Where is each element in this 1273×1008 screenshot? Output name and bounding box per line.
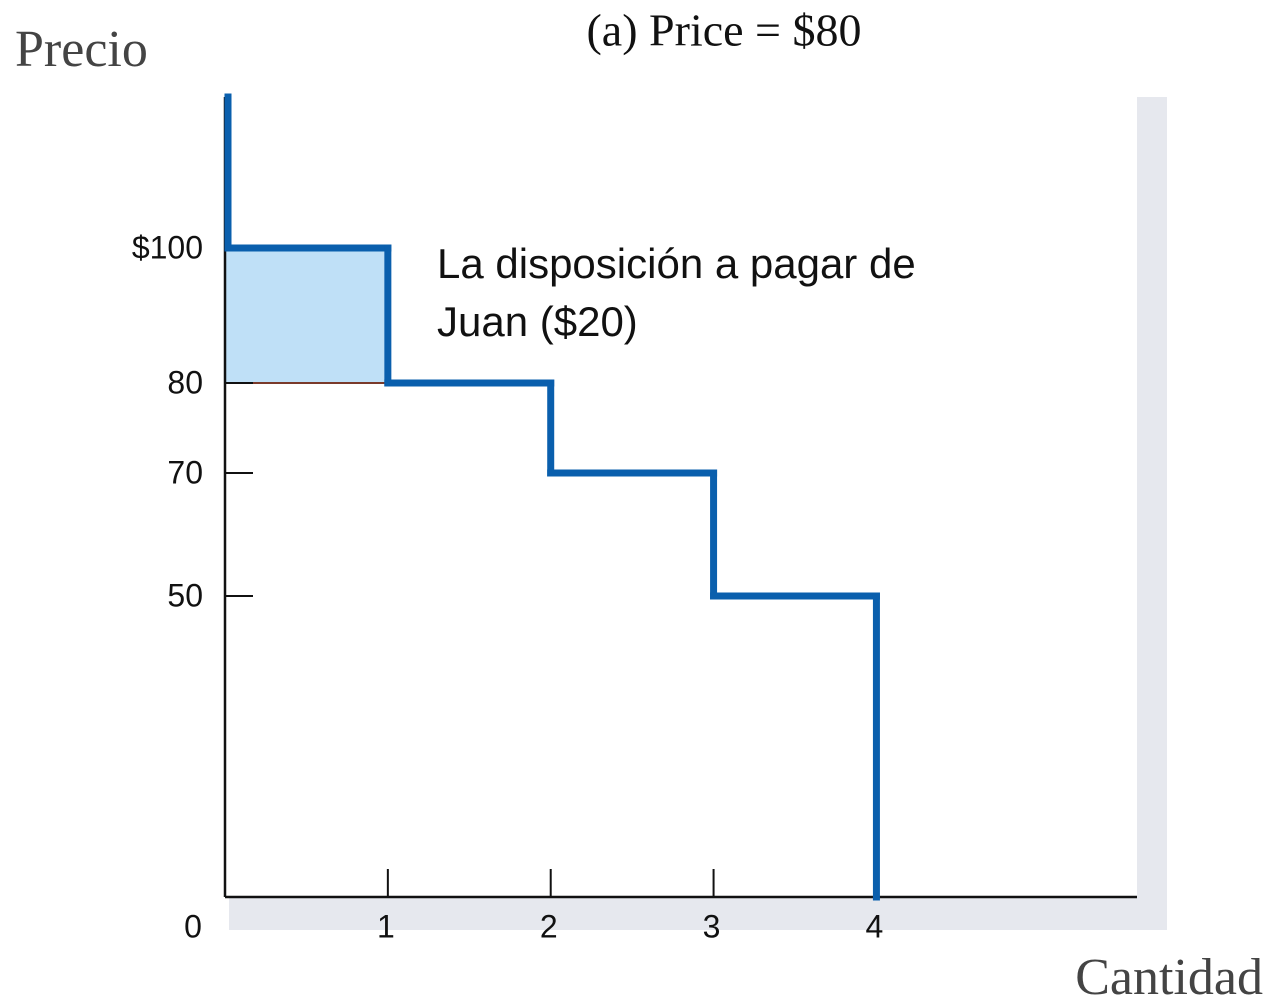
plot-shadow — [1137, 97, 1167, 930]
y-tick-label: 80 — [167, 364, 203, 400]
plot-area — [225, 97, 1137, 897]
y-tick-label: 70 — [167, 454, 203, 490]
chart-title: (a) Price = $80 — [586, 5, 861, 56]
x-tick-label: 3 — [703, 908, 721, 944]
x-axis-label: Cantidad — [1075, 949, 1263, 1006]
y-tick-label: $100 — [132, 229, 203, 265]
y-axis-label: Precio — [15, 21, 148, 78]
x-tick-label: 4 — [866, 908, 884, 944]
y-tick-label: 50 — [167, 577, 203, 613]
surplus-area — [225, 248, 388, 383]
x-tick-label: 2 — [540, 908, 558, 944]
x-tick-label: 0 — [184, 908, 202, 944]
x-tick-label: 1 — [377, 908, 395, 944]
annotation: Juan ($20) — [437, 298, 638, 345]
annotation: La disposición a pagar de — [437, 240, 916, 287]
plot-shadow — [229, 897, 1167, 930]
